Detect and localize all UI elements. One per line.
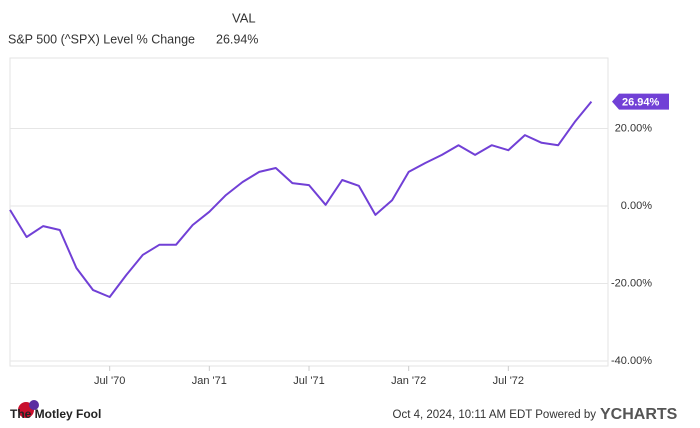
y-tick-label: -20.00% [611, 277, 652, 289]
logo-icon [29, 400, 39, 410]
value-label: 26.94% [622, 97, 660, 109]
provider: YCHARTS [600, 406, 678, 423]
y-tick-label: -40.00% [611, 355, 652, 367]
x-tick-label: Jul '72 [493, 375, 524, 387]
x-tick-label: Jul '70 [94, 375, 125, 387]
y-tick-label: 0.00% [621, 200, 652, 212]
legend-header: VAL [232, 10, 256, 25]
plot-area [9, 57, 609, 367]
line [9, 100, 593, 298]
legend-value: 26.94% [216, 32, 258, 46]
brand: The Motley Fool [10, 407, 101, 421]
x-tick-label: Jan '71 [192, 375, 227, 387]
y-tick-label: 20.00% [615, 122, 653, 134]
x-tick-label: Jan '72 [391, 375, 426, 387]
footer: The Motley Fool Oct 4, 2024, 10:11 AM ED… [10, 400, 678, 423]
value-flag [612, 93, 669, 110]
footer-note: Oct 4, 2024, 10:11 AM EDT Powered by [393, 409, 597, 421]
x-tick-label: Jul '71 [293, 375, 324, 387]
legend-name: S&P 500 (^SPX) Level % Change [8, 32, 195, 46]
